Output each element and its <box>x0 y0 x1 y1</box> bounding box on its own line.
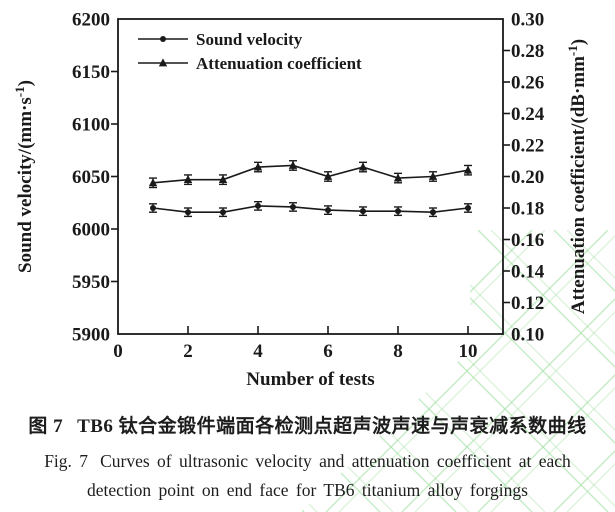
svg-text:8: 8 <box>393 341 403 362</box>
svg-text:6050: 6050 <box>72 167 110 188</box>
svg-text:4: 4 <box>253 341 263 362</box>
svg-text:0.30: 0.30 <box>511 10 544 31</box>
svg-text:0.26: 0.26 <box>511 73 544 94</box>
svg-text:0.20: 0.20 <box>511 167 544 188</box>
svg-text:0: 0 <box>113 341 123 362</box>
svg-text:6: 6 <box>323 341 333 362</box>
y-axis-label-left: Sound velocity/(mm·s-1) <box>12 80 36 273</box>
caption-chinese: 图 7 TB6 钛合金锻件端面各检测点超声波声速与声衰减系数曲线 <box>0 411 615 438</box>
y-axis-left: 5900 5950 6000 6050 6100 6150 6200 <box>72 10 118 346</box>
legend-item-attenuation-coefficient: Attenuation coefficient <box>196 54 362 73</box>
series-attenuation-coefficient <box>148 160 473 189</box>
svg-text:0.16: 0.16 <box>511 230 544 251</box>
svg-text:6100: 6100 <box>72 115 110 136</box>
x-axis: 0 2 4 6 8 10 <box>113 326 478 362</box>
svg-text:5900: 5900 <box>72 325 110 346</box>
figure-number-zh: 图 7 <box>28 416 64 437</box>
caption-en-text2: detection point on end face for TB6 tita… <box>87 480 528 500</box>
x-axis-label: Number of tests <box>246 369 374 390</box>
svg-text:0.10: 0.10 <box>511 325 544 346</box>
y-axis-right: 0.10 0.12 0.14 0.16 0.18 0.20 0.22 0.24 0.26 0.28… <box>503 10 545 346</box>
legend-item-sound-velocity: Sound velocity <box>196 30 303 49</box>
y-axis-label-right: Attenuation coefficient/(dB·mm-1) <box>565 39 589 314</box>
svg-text:0.18: 0.18 <box>511 199 544 220</box>
svg-text:Attenuation coefficient/(dB·mm: Attenuation coefficient/(dB·mm-1) <box>565 39 589 314</box>
svg-text:0.24: 0.24 <box>511 104 545 125</box>
caption-english-line1: Fig. 7 Curves of ultrasonic velocity and … <box>0 451 615 472</box>
svg-text:2: 2 <box>183 341 193 362</box>
caption-english-line2: detection point on end face for TB6 tita… <box>0 480 615 501</box>
svg-text:5950: 5950 <box>72 272 110 293</box>
svg-text:0.12: 0.12 <box>511 293 544 314</box>
svg-text:0.22: 0.22 <box>511 136 544 157</box>
figure-number-en: Fig. 7 <box>44 451 89 471</box>
series-sound-velocity <box>149 200 472 218</box>
svg-text:10: 10 <box>459 341 478 362</box>
svg-text:0.14: 0.14 <box>511 262 545 283</box>
svg-text:6200: 6200 <box>72 10 110 31</box>
legend: Sound velocity Attenuation coefficient <box>138 30 362 73</box>
svg-text:0.28: 0.28 <box>511 41 544 62</box>
svg-text:6150: 6150 <box>72 62 110 83</box>
svg-text:Sound velocity/(mm·s-1): Sound velocity/(mm·s-1) <box>12 80 36 273</box>
svg-text:6000: 6000 <box>72 220 110 241</box>
caption-zh-text: TB6 钛合金锻件端面各检测点超声波声速与声衰减系数曲线 <box>77 416 587 437</box>
caption-en-text1: Curves of ultrasonic velocity and attenu… <box>100 451 571 471</box>
